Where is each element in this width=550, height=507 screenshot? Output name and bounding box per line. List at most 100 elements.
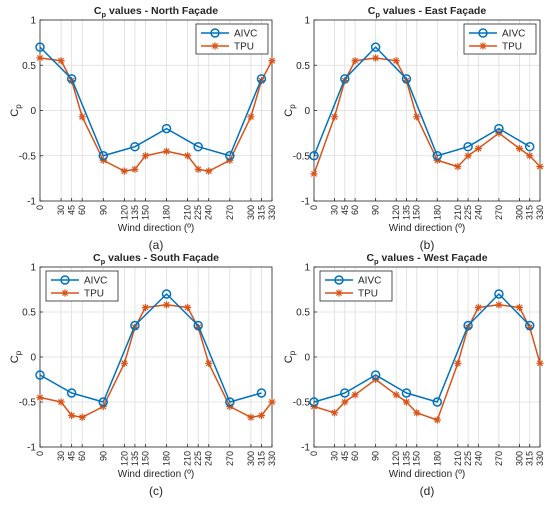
series-line-tpu — [39, 57, 273, 172]
y-tick-label: 0.5 — [22, 61, 36, 72]
x-tick-label: 180 — [162, 451, 172, 466]
y-axis-label-main: C — [9, 109, 21, 117]
x-tick-label: 45 — [340, 205, 350, 215]
y-tick-label: -0.5 — [293, 398, 311, 409]
data-point-tpu — [205, 359, 213, 367]
data-point-aivc — [370, 42, 381, 52]
x-tick-label: 45 — [340, 451, 350, 461]
data-point-tpu — [184, 303, 192, 312]
data-point-aivc — [35, 370, 45, 380]
legend-box — [319, 270, 393, 302]
series-tpu — [310, 301, 544, 424]
data-point-tpu — [120, 167, 128, 175]
data-point-aivc — [193, 320, 203, 331]
data-point-tpu — [36, 54, 44, 62]
data-point-tpu — [372, 54, 380, 62]
y-tick-label: 1 — [30, 16, 36, 27]
x-tick-label: 300 — [246, 451, 256, 466]
data-point-aivc — [494, 123, 504, 134]
legend: AIVC TPU — [45, 270, 119, 302]
x-tick-label: 0 — [35, 205, 45, 210]
data-point-aivc — [432, 397, 443, 407]
legend-swatch-marker — [210, 28, 220, 38]
y-tick-label: 1 — [304, 16, 310, 27]
y-axis-label: Cp — [9, 104, 23, 117]
chart-title-rest: values - North Façade — [106, 5, 218, 17]
x-tick-label: 270 — [494, 451, 504, 466]
data-point-tpu — [184, 152, 192, 160]
x-tick-label: 240 — [473, 205, 483, 220]
data-point-tpu — [78, 113, 86, 121]
y-axis-label: Cp — [9, 350, 23, 363]
data-point-aivc — [524, 320, 535, 331]
data-point-aivc — [463, 320, 473, 331]
x-tick-label: 210 — [183, 451, 193, 466]
y-tick-label: -1 — [27, 197, 36, 208]
series-line-tpu — [313, 57, 541, 175]
data-point-tpu — [205, 167, 213, 175]
legend-swatch-marker — [335, 289, 343, 297]
y-tick-label: 1 — [304, 263, 310, 274]
data-point-tpu — [402, 398, 411, 406]
chart-title-main: C — [93, 252, 101, 264]
data-point-aivc — [524, 141, 535, 152]
legend-label: AIVC — [84, 276, 107, 287]
y-tick-label: 0.5 — [22, 308, 36, 319]
x-tick-label: 330 — [267, 205, 277, 220]
data-point-tpu — [495, 301, 503, 309]
series-aivc — [309, 42, 535, 161]
y-axis-label-sub: p — [14, 104, 23, 109]
data-point-tpu — [268, 398, 276, 406]
x-tick-label: 45 — [67, 205, 77, 215]
data-point-aivc — [340, 74, 350, 84]
series-aivc — [35, 42, 267, 161]
x-tick-label: 60 — [350, 451, 360, 461]
x-tick-label: 60 — [350, 205, 360, 215]
x-tick-label: 90 — [371, 451, 381, 461]
data-point-tpu — [78, 413, 86, 421]
x-tick-label: 135 — [130, 451, 140, 466]
x-tick-label: 135 — [130, 205, 140, 220]
data-point-tpu — [247, 413, 255, 421]
legend: AIVC TPU — [463, 23, 537, 55]
data-point-tpu — [351, 391, 359, 399]
y-axis-label-sub: p — [288, 104, 297, 109]
data-point-tpu — [413, 113, 421, 121]
y-tick-label: 0 — [30, 106, 36, 117]
data-point-tpu — [526, 323, 534, 331]
data-point-tpu — [515, 144, 524, 153]
data-point-tpu — [536, 359, 544, 367]
x-tick-label: 30 — [330, 451, 340, 461]
legend-label: TPU — [502, 42, 522, 53]
series-aivc — [35, 289, 267, 407]
chart-panel-4: 0 30 45 60 90 120 135 150 180 210 225 240 270 300 315 3… — [283, 252, 545, 498]
panel-caption: (a) — [149, 238, 164, 252]
x-tick-label: 60 — [77, 451, 87, 461]
data-point-aivc — [309, 397, 319, 407]
x-tick-label: 90 — [98, 451, 108, 461]
x-tick-label: 90 — [98, 205, 108, 215]
x-tick-label: 270 — [225, 205, 235, 220]
y-tick-label: 1 — [30, 263, 36, 274]
y-axis-label-main: C — [9, 355, 21, 363]
legend-label: TPU — [358, 289, 378, 300]
panel-caption: (c) — [149, 484, 163, 498]
data-point-tpu — [57, 398, 65, 406]
x-tick-label: 330 — [535, 205, 545, 220]
x-tick-label: 135 — [401, 451, 411, 466]
x-tick-label: 180 — [162, 205, 172, 220]
x-tick-label: 225 — [463, 205, 473, 220]
data-point-tpu — [454, 163, 462, 171]
chart-title: Cp values - South Façade — [93, 252, 219, 266]
x-tick-label: 315 — [525, 205, 535, 220]
series-line-aivc — [313, 46, 531, 157]
y-axis-label-sub: p — [288, 350, 297, 355]
data-point-tpu — [194, 165, 202, 173]
y-tick-label: -0.5 — [19, 151, 37, 162]
chart-title: Cp values - East Façade — [368, 5, 487, 19]
legend-box — [195, 23, 269, 55]
data-point-aivc — [35, 42, 45, 52]
x-tick-label: 150 — [140, 205, 150, 220]
data-point-tpu — [392, 57, 400, 65]
x-tick-label: 315 — [525, 451, 535, 466]
